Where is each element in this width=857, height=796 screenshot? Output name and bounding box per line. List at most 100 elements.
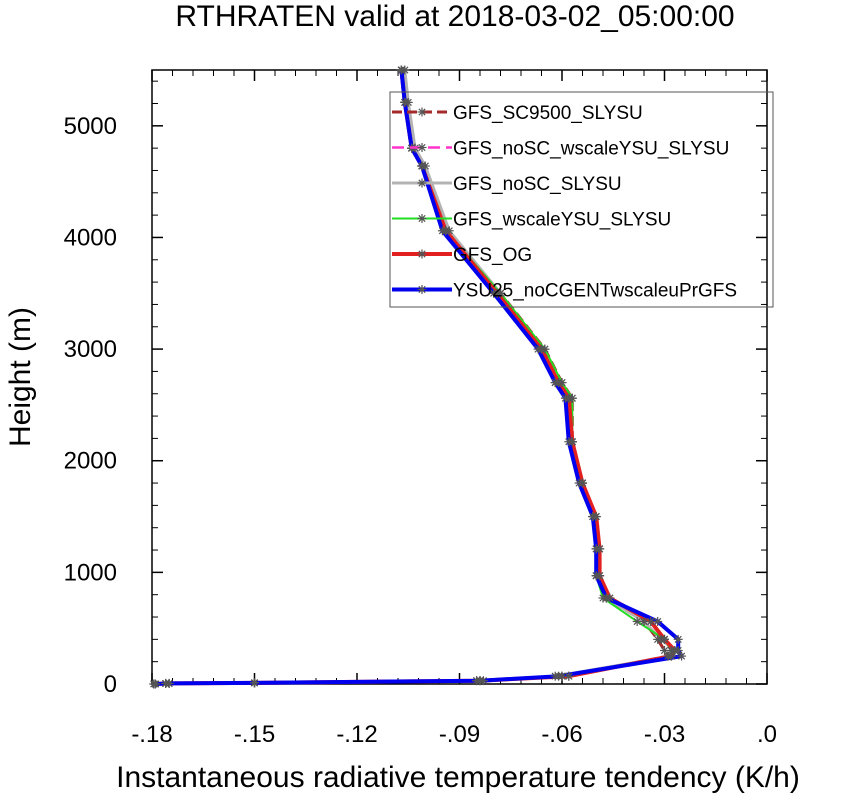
series-GFS_OG (155, 69, 677, 686)
legend-label: GFS_SC9500_SLYSU (453, 103, 643, 124)
marker-stroke (438, 227, 447, 235)
marker-stroke (401, 98, 409, 106)
data-point (591, 544, 601, 554)
marker-stroke (476, 677, 484, 685)
marker-stroke (418, 162, 426, 170)
data-point (150, 679, 160, 689)
marker-stroke (602, 594, 611, 602)
x-tick-label: -.06 (541, 721, 582, 748)
legend-box (389, 91, 774, 308)
y-tick-label: 4000 (64, 224, 117, 251)
legend-marker (417, 249, 427, 259)
legend-marker (417, 285, 427, 294)
legend-label: GFS_noSC_wscaleYSU_SLYSU (453, 139, 729, 160)
x-tick-label: -.12 (336, 721, 377, 748)
data-point (533, 344, 543, 354)
data-point (673, 646, 683, 656)
marker-stroke (677, 652, 686, 660)
legend: GFS_SC9500_SLYSU GFS_noSC_wscaleYSU_SLYSU… (389, 91, 774, 308)
marker-stroke (640, 617, 648, 626)
data-point (417, 161, 427, 171)
legend-label: GFS_OG (453, 245, 532, 266)
marker-stroke (250, 679, 259, 687)
marker-stroke (654, 617, 662, 626)
legend-marker (417, 214, 427, 223)
marker-stroke (660, 635, 669, 643)
series-YSU25_noCGENTwscaleuPrGFS (155, 69, 684, 686)
marker-stroke (165, 679, 173, 688)
data-point (489, 288, 499, 298)
series-line (155, 69, 677, 686)
legend-marker (417, 107, 427, 117)
marker-stroke (397, 66, 406, 74)
data-point (564, 437, 574, 447)
data-point (400, 97, 410, 107)
data-point (437, 226, 447, 236)
series-line (155, 69, 673, 685)
x-tick-label: .0 (757, 721, 777, 748)
data-point (601, 593, 611, 603)
data-point (560, 393, 570, 403)
legend-label: GFS_wscaleYSU_SLYSU (453, 210, 671, 231)
x-tick-label: -.15 (234, 721, 275, 748)
series-line (155, 69, 677, 686)
legend-label: GFS_noSC_SLYSU (453, 174, 622, 195)
data-point (591, 571, 601, 581)
marker-stroke (674, 635, 682, 643)
data-point (554, 671, 564, 681)
series-GFS_noSC_wscaleYSU_SLYSU (155, 69, 673, 686)
data-point (632, 616, 642, 626)
y-tick-label: 0 (104, 671, 117, 698)
x-tick-label: -.09 (439, 721, 480, 748)
marker-stroke (674, 646, 682, 655)
series-GFS_SC9500_SLYSU (153, 69, 670, 686)
marker-stroke (418, 143, 426, 152)
data-point (475, 676, 485, 686)
x-tick-label: -.18 (131, 721, 172, 748)
y-tick-label: 3000 (64, 336, 117, 363)
marker-stroke (151, 680, 160, 688)
marker-stroke (660, 646, 669, 655)
data-point (164, 678, 174, 688)
data-point (673, 634, 683, 644)
marker-stroke (551, 378, 559, 387)
marker-stroke (490, 289, 498, 297)
marker-stroke (592, 545, 600, 553)
marker-stroke (418, 108, 426, 116)
data-point (660, 634, 669, 644)
series-line (153, 69, 670, 686)
y-tick-label: 5000 (64, 113, 117, 140)
marker-stroke (418, 214, 426, 223)
marker-stroke (589, 512, 597, 521)
marker-stroke (418, 250, 426, 258)
marker-stroke (633, 617, 641, 626)
data-point (564, 671, 574, 681)
plot-frame (151, 69, 768, 685)
series-GFS_noSC_SLYSU (155, 69, 677, 686)
y-axis-label: Height (m) (4, 307, 37, 447)
data-point (396, 65, 406, 75)
series-line (155, 69, 684, 686)
series-GFS_wscaleYSU_SLYSU (155, 69, 673, 685)
marker-stroke (565, 672, 573, 680)
data-point (250, 678, 259, 688)
marker-stroke (534, 345, 542, 353)
chart-title: RTHRATEN valid at 2018-03-02_05:00:00 (175, 0, 734, 33)
y-tick-label: 2000 (64, 448, 117, 475)
markers-YSU25_noCGENTwscaleuPrGFS (150, 65, 687, 689)
data-point (550, 378, 560, 388)
y-tick-label: 1000 (64, 559, 117, 586)
x-axis-label: Instantaneous radiative temperature tend… (116, 761, 800, 794)
marker-stroke (565, 438, 573, 446)
data-point (653, 616, 663, 626)
marker-stroke (561, 394, 570, 402)
marker-stroke (554, 672, 563, 680)
data-point (574, 478, 584, 488)
marker-stroke (667, 652, 675, 660)
marker-stroke (575, 479, 583, 487)
series-line (155, 69, 673, 686)
legend-marker (417, 178, 427, 188)
marker-stroke (418, 285, 426, 294)
marker-stroke (418, 179, 426, 187)
